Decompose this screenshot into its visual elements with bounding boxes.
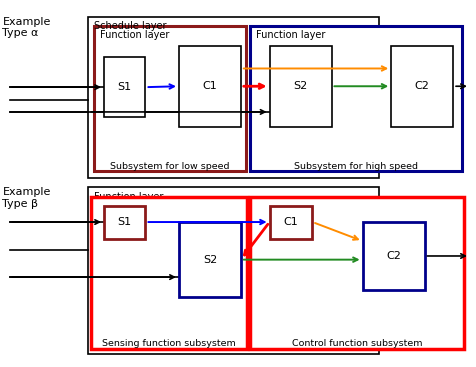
Bar (178, 46, 240, 127)
Bar (88, 17, 378, 178)
Text: Function layer: Function layer (256, 30, 325, 40)
Bar (94, 26, 245, 171)
Bar (90, 197, 247, 349)
Bar (269, 46, 331, 127)
Bar (104, 206, 145, 239)
Bar (362, 222, 424, 290)
Text: Schedule layer: Schedule layer (256, 204, 328, 214)
Bar (250, 200, 461, 347)
Bar (269, 206, 312, 239)
Text: Function layer: Function layer (100, 30, 169, 40)
Text: Schedule layer: Schedule layer (94, 21, 166, 31)
Text: C1: C1 (202, 81, 217, 91)
Bar (94, 200, 245, 347)
Text: Example
Type β: Example Type β (2, 187, 50, 209)
Text: Sensing function subsystem: Sensing function subsystem (102, 338, 235, 348)
Text: Function layer: Function layer (94, 192, 163, 201)
Text: Subsystem for low speed: Subsystem for low speed (110, 162, 229, 171)
Text: Schedule layer: Schedule layer (100, 204, 172, 214)
Text: C2: C2 (414, 81, 429, 91)
Text: C2: C2 (385, 251, 400, 261)
Text: S2: S2 (202, 255, 217, 265)
Bar (250, 197, 463, 349)
Bar (250, 26, 461, 171)
Text: C1: C1 (283, 217, 298, 227)
Text: S1: S1 (118, 82, 131, 92)
Bar (88, 187, 378, 354)
Text: Subsystem for high speed: Subsystem for high speed (294, 162, 417, 171)
Bar (390, 46, 452, 127)
Text: Example
Type α: Example Type α (2, 17, 50, 38)
Bar (104, 57, 145, 117)
Bar (178, 222, 240, 297)
Text: S1: S1 (118, 217, 131, 227)
Text: Control function subsystem: Control function subsystem (291, 338, 421, 348)
Text: S2: S2 (293, 81, 307, 91)
